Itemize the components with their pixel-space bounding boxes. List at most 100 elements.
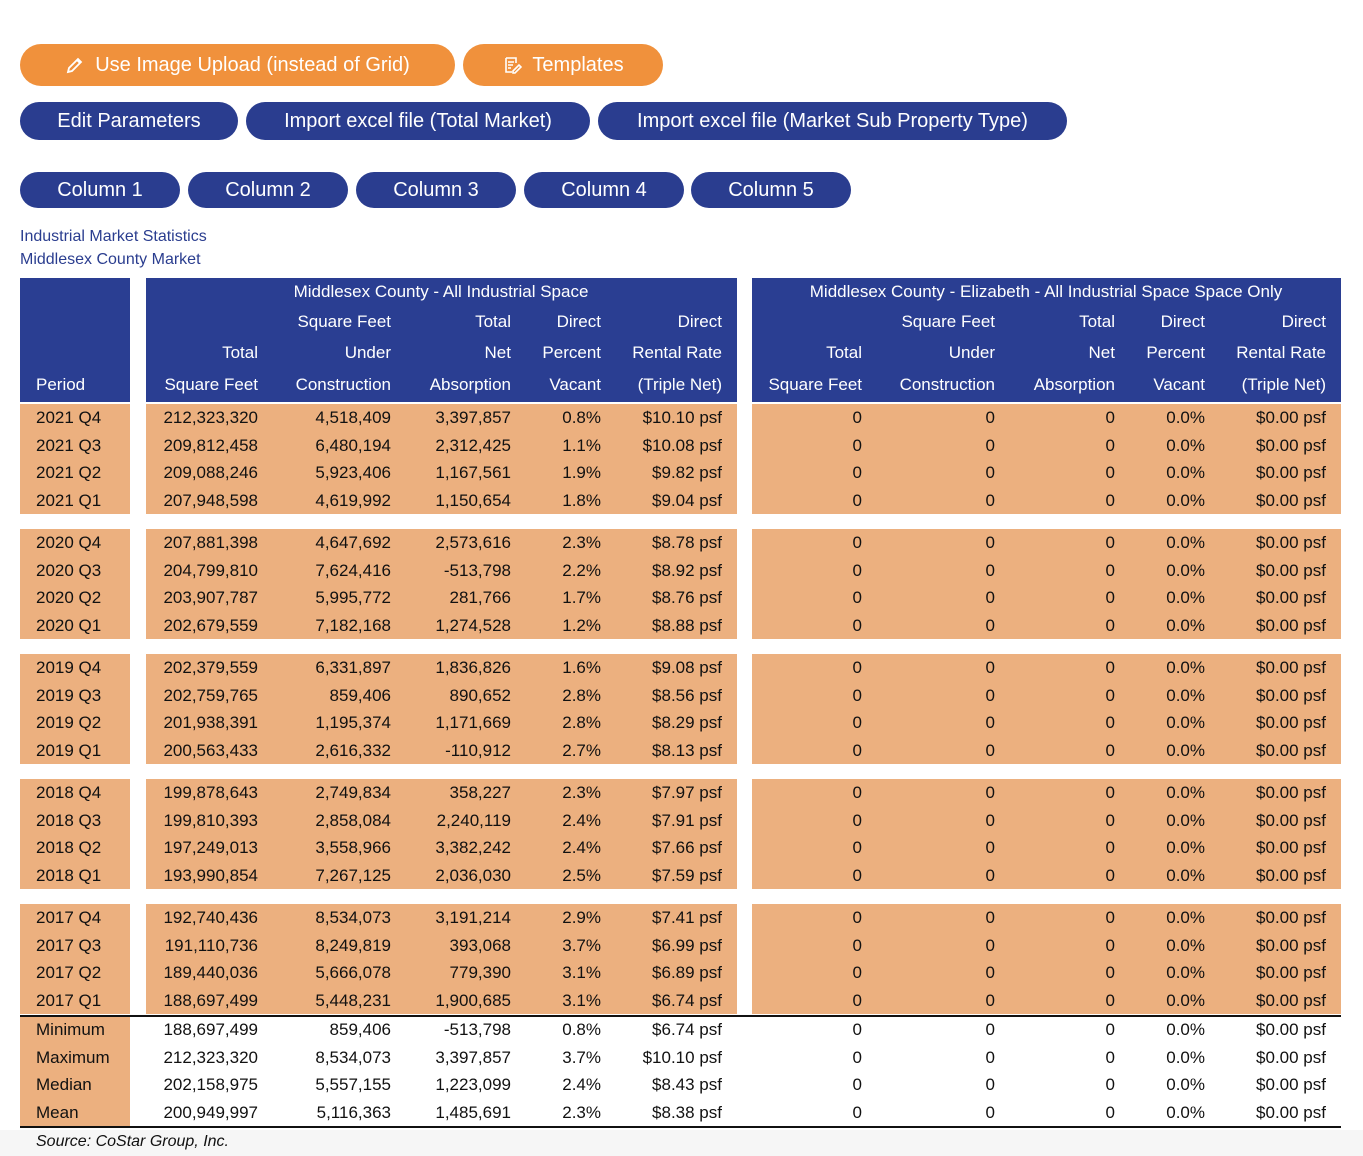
table-cell: 1,195,374 [315, 713, 391, 732]
table-cell: 204,799,810 [163, 560, 258, 580]
table-cell: $9.04 psf [652, 490, 722, 510]
table-cell: 2,312,425 [435, 435, 511, 455]
table-cell: 0 [985, 783, 995, 802]
table-cell: 0.0% [1166, 658, 1205, 677]
table-cell: 7,182,168 [315, 615, 391, 635]
table-cell: 0.0% [1166, 435, 1205, 455]
table-cell: 2019 Q1 [36, 740, 102, 760]
column-header: Total [475, 312, 511, 331]
table-cell: 7,267,125 [315, 865, 391, 885]
table-cell: 0 [1105, 935, 1115, 955]
table-cell: 0 [985, 658, 995, 677]
table-cell: 2021 Q3 [36, 435, 102, 455]
caption-subtitle: Middlesex County Market [20, 251, 201, 268]
table-cell: 0 [852, 615, 862, 635]
column-button[interactable]: Column 3 [356, 172, 516, 208]
header-background [20, 278, 130, 402]
table-cell: 2.5% [562, 865, 601, 885]
column-button[interactable]: Column 2 [188, 172, 348, 208]
summary-top-rule [20, 1015, 1341, 1017]
column-header: Under [948, 343, 995, 362]
table-cell: $0.00 psf [1256, 865, 1326, 885]
table-cell: $0.00 psf [1256, 810, 1326, 830]
row-group-background [752, 654, 1341, 764]
column-header: Period [36, 375, 86, 394]
summary-cell: 5,557,155 [315, 1075, 391, 1094]
table-cell: 0 [1105, 740, 1115, 760]
summary-cell: Mean [36, 1102, 79, 1122]
templates-button[interactable]: Templates [463, 44, 663, 86]
row-group-background [146, 529, 737, 639]
column-header: Total [222, 343, 258, 362]
summary-cell: 3,397,857 [435, 1047, 511, 1067]
table-cell: 0.0% [1166, 463, 1205, 482]
table-cell: 2,573,616 [435, 533, 511, 552]
table-cell: 2021 Q2 [36, 463, 102, 482]
table-cell: -513,798 [443, 560, 511, 580]
column-header: Square Feet [297, 312, 391, 331]
table-cell: 0 [985, 490, 995, 510]
column-header: Direct [1281, 312, 1326, 331]
table-cell: 0.0% [1166, 560, 1205, 580]
import-sub-button[interactable]: Import excel file (Market Sub Property T… [598, 102, 1067, 140]
table-cell: 2.9% [562, 908, 601, 927]
table-cell: 2,036,030 [435, 865, 511, 885]
summary-cell: 0.0% [1166, 1075, 1205, 1094]
table-cell: 2018 Q4 [36, 783, 102, 802]
import-total-button[interactable]: Import excel file (Total Market) [246, 102, 590, 140]
table-cell: 1.2% [562, 615, 601, 635]
table-cell: 0 [985, 533, 995, 552]
table-cell: 3,382,242 [435, 838, 511, 857]
table-cell: 0 [985, 740, 995, 760]
summary-cell: $8.38 psf [652, 1102, 722, 1122]
summary-cell: $0.00 psf [1256, 1102, 1326, 1122]
summary-cell: 1,485,691 [435, 1102, 511, 1122]
table-cell: 0 [852, 533, 862, 552]
column-button[interactable]: Column 1 [20, 172, 180, 208]
column-button[interactable]: Column 4 [524, 172, 684, 208]
table-cell: 0 [1105, 533, 1115, 552]
table-cell: 2,858,084 [315, 810, 391, 830]
table-cell: 207,948,598 [163, 490, 258, 510]
table-cell: 0 [985, 865, 995, 885]
table-cell: 209,812,458 [163, 435, 258, 455]
table-cell: 1,900,685 [435, 990, 511, 1010]
column-header: Construction [899, 375, 995, 394]
table-cell: 0 [1105, 658, 1115, 677]
table-cell: 2021 Q4 [36, 408, 102, 427]
column-header: Net [484, 343, 511, 362]
table-cell: 6,480,194 [315, 435, 391, 455]
upload-button[interactable]: Use Image Upload (instead of Grid) [20, 44, 455, 86]
table-cell: 1.6% [562, 658, 601, 677]
table-cell: 0 [1105, 963, 1115, 982]
summary-cell: $0.00 psf [1256, 1075, 1326, 1094]
table-cell: 207,881,398 [163, 533, 258, 552]
table-cell: 0 [985, 908, 995, 927]
table-cell: 193,990,854 [163, 865, 258, 885]
table-cell: 2017 Q4 [36, 908, 102, 927]
table-cell: 0 [852, 865, 862, 885]
column-button[interactable]: Column 5 [691, 172, 851, 208]
table-cell: $0.00 psf [1256, 935, 1326, 955]
table-cell: $8.29 psf [652, 713, 722, 732]
table-cell: 7,624,416 [315, 560, 391, 580]
table-cell: $0.00 psf [1256, 908, 1326, 927]
summary-cell: 188,697,499 [163, 1020, 258, 1039]
table-cell: $0.00 psf [1256, 463, 1326, 482]
table-cell: 0 [852, 435, 862, 455]
column-header: Square Feet [768, 375, 862, 394]
table-cell: 0.0% [1166, 783, 1205, 802]
column-header: Square Feet [901, 312, 995, 331]
table-cell: 4,518,409 [315, 408, 391, 427]
table-cell: 2.3% [562, 533, 601, 552]
table-cell: 0 [852, 908, 862, 927]
column-header: Vacant [549, 375, 601, 394]
summary-cell: 2.3% [562, 1102, 601, 1122]
table-cell: $7.91 psf [652, 810, 722, 830]
table-cell: $8.78 psf [652, 533, 722, 552]
table-cell: 4,647,692 [315, 533, 391, 552]
templates-label: Templates [532, 53, 624, 76]
row-group-background [752, 529, 1341, 639]
edit-parameters-button[interactable]: Edit Parameters [20, 102, 238, 140]
source-note: Source: CoStar Group, Inc. [36, 1133, 229, 1150]
